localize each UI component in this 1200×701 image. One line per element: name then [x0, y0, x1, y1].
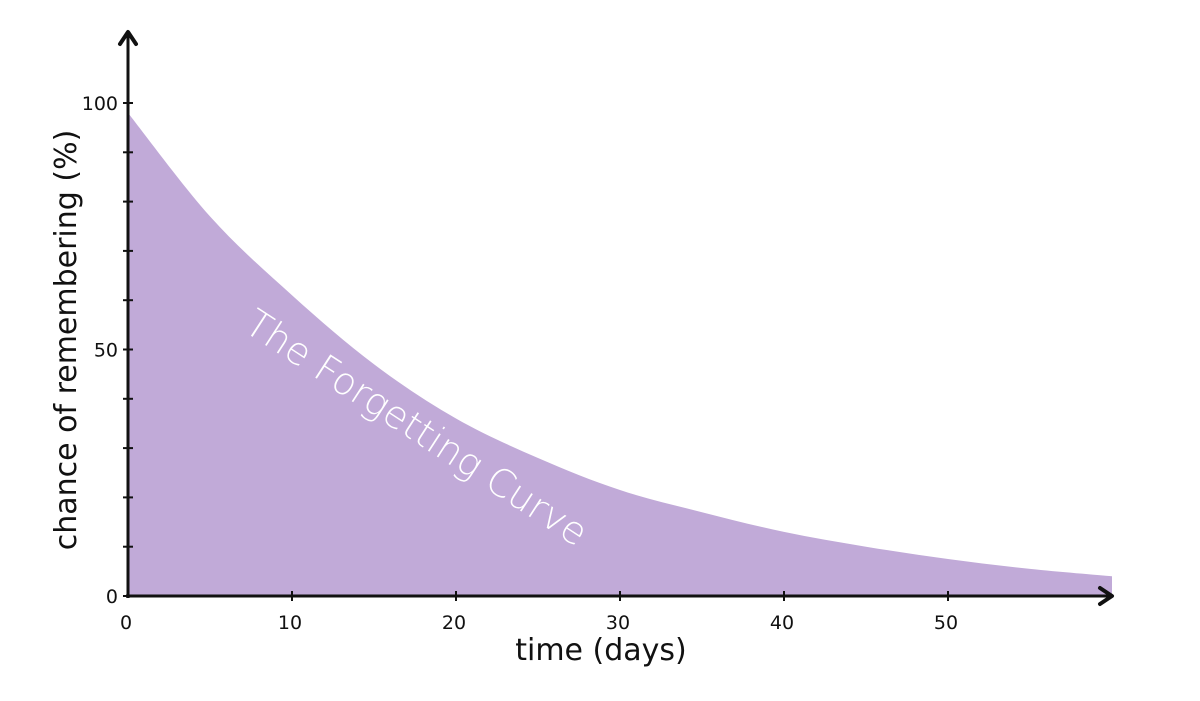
- x-tick-label: 20: [442, 612, 466, 634]
- y-axis-arrow-icon: [118, 30, 138, 46]
- y-tick-label: 100: [82, 93, 118, 115]
- x-ticks: 0 10 20 30 40 50: [120, 591, 958, 634]
- y-tick-label: 0: [106, 586, 118, 608]
- x-tick-label: 0: [120, 612, 132, 634]
- forgetting-curve-area: [128, 112, 1112, 597]
- x-tick-label: 30: [606, 612, 630, 634]
- x-tick-label: 40: [770, 612, 794, 634]
- x-axis-label: time (days): [515, 633, 687, 668]
- x-tick-label: 10: [278, 612, 302, 634]
- x-tick-label: 50: [934, 612, 958, 634]
- y-tick-label: 50: [94, 340, 118, 362]
- x-axis-arrow-icon: [1098, 586, 1114, 606]
- y-ticks: 0 50 100: [82, 93, 133, 608]
- y-axis-label: chance of remembering (%): [49, 130, 84, 551]
